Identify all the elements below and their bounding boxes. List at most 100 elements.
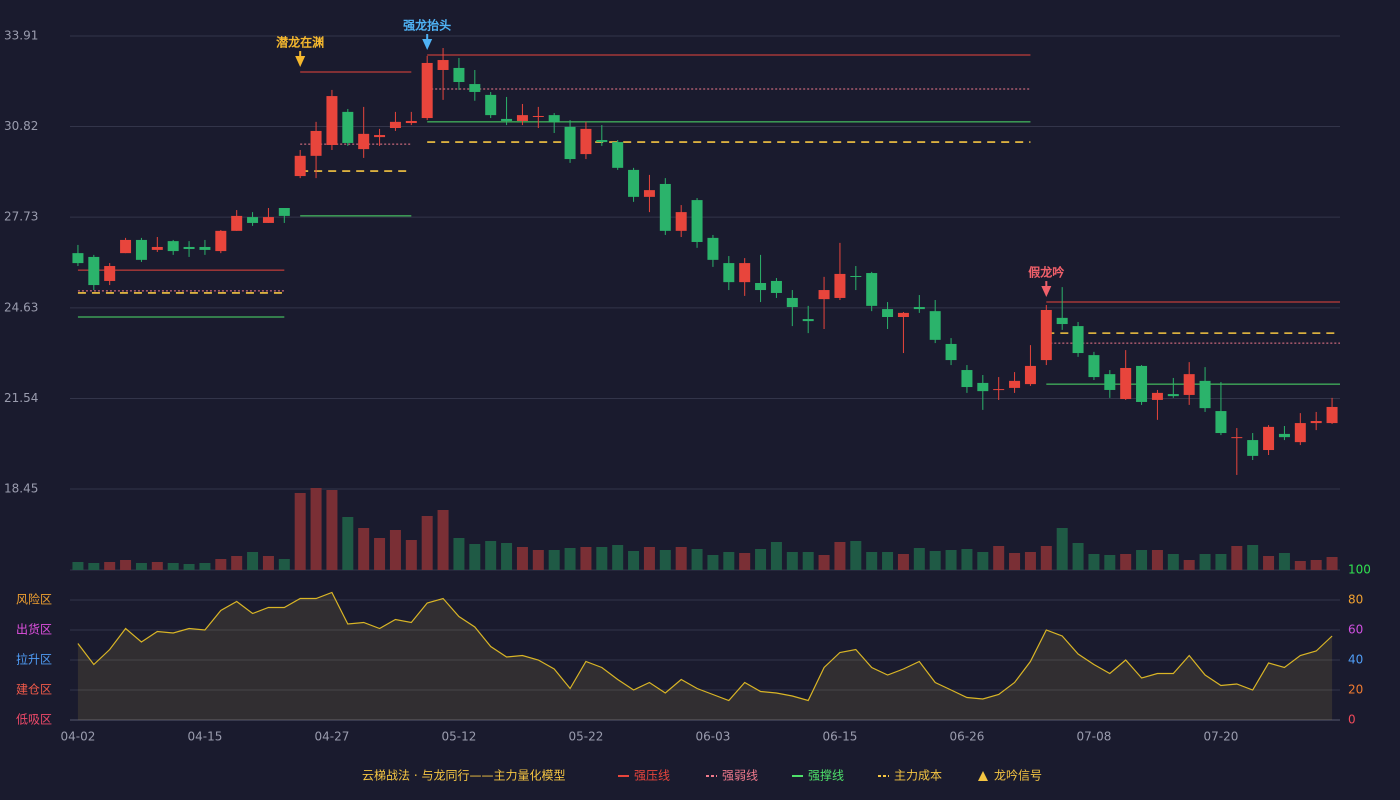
volume-bar	[1199, 554, 1211, 570]
volume-bar	[628, 551, 640, 570]
volume-bar	[1024, 552, 1036, 570]
candle-body	[1310, 421, 1322, 424]
volume-bar	[707, 555, 719, 570]
volume-bar	[993, 546, 1005, 570]
volume-bar	[358, 528, 370, 570]
candle-body	[1151, 392, 1163, 400]
volume-bar	[643, 547, 655, 570]
volume-bar	[929, 551, 941, 570]
candle-body	[199, 246, 211, 250]
volume-bar	[961, 549, 973, 570]
candle-body	[866, 273, 878, 306]
candle-body	[88, 256, 100, 286]
volume-bar	[88, 563, 100, 570]
candle-body	[786, 297, 798, 308]
candle-body	[1024, 365, 1036, 385]
candle-body	[532, 115, 544, 117]
volume-bar	[72, 562, 84, 570]
volume-bar	[1215, 554, 1227, 570]
candle-body	[1247, 440, 1259, 456]
volume-bar	[421, 516, 433, 570]
volume-bar	[786, 552, 798, 570]
candle-body	[628, 169, 640, 197]
candle-body	[167, 241, 179, 252]
volume-bar	[1167, 554, 1179, 570]
legend-title: 云梯战法 · 与龙同行——主力量化模型	[362, 769, 565, 783]
volume-bar	[247, 552, 259, 570]
candle-body	[1072, 326, 1084, 354]
volume-bar	[691, 549, 703, 570]
candle-body	[1120, 367, 1132, 400]
volume-bar	[977, 552, 989, 570]
signal-arrow	[422, 39, 433, 51]
candle-body	[1215, 411, 1227, 434]
zone-label: 风险区	[16, 592, 52, 607]
volume-bar	[612, 545, 624, 570]
signal-label: 潜龙在渊	[276, 35, 324, 50]
volume-bar	[278, 559, 290, 570]
zone-label: 拉升区	[16, 652, 52, 667]
candle-body	[1136, 365, 1148, 402]
x-tick-label: 06-15	[823, 730, 858, 744]
volume-bar	[1278, 553, 1290, 570]
volume-bar	[1247, 545, 1259, 570]
volume-bar	[199, 563, 211, 570]
candle-body	[818, 290, 830, 300]
candle-body	[1278, 433, 1290, 438]
candle-body	[882, 309, 894, 318]
volume-bar	[1136, 550, 1148, 570]
volume-bar	[1056, 528, 1068, 570]
legend-label: 强撑线	[808, 768, 844, 783]
candle-body	[294, 155, 306, 177]
volume-bar	[659, 550, 671, 570]
candle-body	[405, 120, 417, 124]
indicator-tick-label: 40	[1348, 653, 1363, 667]
volume-bar	[913, 548, 925, 570]
candle-body	[707, 237, 719, 260]
candle-body	[977, 382, 989, 392]
candle-body	[342, 111, 354, 143]
volume-bar	[1263, 556, 1275, 570]
candle-body	[358, 133, 370, 150]
volume-bar	[1231, 546, 1243, 570]
volume-bar	[1104, 555, 1116, 570]
volume-bar	[675, 547, 687, 570]
legend-label: 强弱线	[722, 769, 758, 783]
candle-body	[1009, 380, 1021, 388]
candle-body	[278, 207, 290, 216]
volume-bar	[739, 553, 751, 570]
candle-body	[453, 67, 465, 83]
x-tick-label: 07-08	[1077, 730, 1112, 744]
volume-bar	[897, 554, 909, 570]
candle-body	[1040, 309, 1052, 361]
zone-label: 出货区	[16, 622, 52, 637]
volume-bar	[104, 562, 116, 570]
volume-bar	[405, 540, 417, 570]
volume-bar	[516, 547, 528, 570]
candle-body	[1167, 394, 1179, 397]
candle-body	[231, 215, 243, 231]
x-tick-label: 06-26	[950, 730, 985, 744]
candle-body	[469, 84, 481, 92]
candle-body	[1199, 380, 1211, 409]
volume-bar	[580, 547, 592, 570]
volume-bar	[485, 541, 497, 570]
candle-body	[1104, 374, 1116, 390]
x-tick-label: 07-20	[1204, 730, 1239, 744]
volume-bar	[770, 542, 782, 570]
y-tick-label: 33.91	[4, 29, 38, 43]
candle-body	[326, 96, 338, 146]
volume-bar	[723, 552, 735, 570]
volume-bar	[532, 550, 544, 570]
volume-bar	[294, 493, 306, 570]
candle-body	[1056, 317, 1068, 325]
candle-body	[1088, 355, 1100, 378]
volume-bar	[501, 543, 513, 570]
volume-bar	[374, 538, 386, 570]
legend-label: 龙吟信号	[994, 768, 1042, 783]
candle-body	[691, 200, 703, 242]
zone-label: 建仓区	[16, 683, 52, 697]
volume-bar	[1088, 554, 1100, 570]
